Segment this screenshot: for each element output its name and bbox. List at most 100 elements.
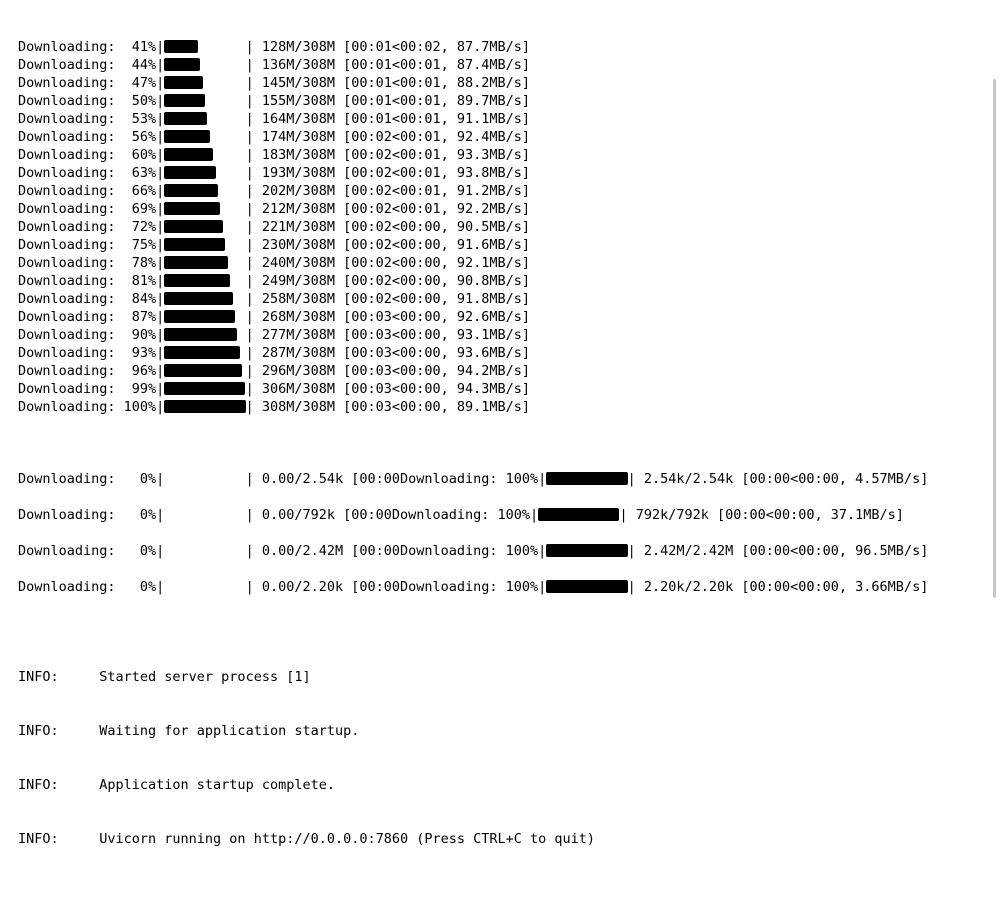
progress-row: Downloading: 75%| | 230M/308M [00:02<00:0… [18, 236, 1000, 254]
progress-bar-fill [546, 544, 628, 557]
progress-row: Downloading: 60%| | 183M/308M [00:02<00:0… [18, 146, 1000, 164]
progress-row: Downloading: 72%| | 221M/308M [00:02<00:0… [18, 218, 1000, 236]
progress-bar-fill [546, 472, 628, 485]
progress-bar-fill [164, 112, 208, 125]
progress-detail: | 277M/308M [00:03<00:00, 93.1MB/s] [245, 327, 531, 343]
progress-label: Downloading: 66%| [18, 183, 165, 199]
progress-label: Downloading: 50%| [18, 93, 165, 109]
progress-bar-fill [164, 364, 243, 377]
progress-label: Downloading: 69%| [18, 201, 165, 217]
progress-label: Downloading: 0%| [18, 579, 165, 595]
blank-line [18, 452, 1000, 470]
log-message: Application startup complete. [99, 777, 335, 793]
progress-label: Downloading: 100%| [400, 579, 547, 595]
progress-detail: | 212M/308M [00:02<00:01, 92.2MB/s] [245, 201, 531, 217]
progress-bar [164, 130, 245, 143]
progress-bar [164, 544, 245, 557]
progress-row: Downloading: 50%| | 155M/308M [00:01<00:0… [18, 92, 1000, 110]
progress-detail: | 136M/308M [00:01<00:01, 87.4MB/s] [245, 57, 531, 73]
progress-bar [164, 184, 245, 197]
progress-label: Downloading: 87%| [18, 309, 165, 325]
progress-row: Downloading: 66%| | 202M/308M [00:02<00:0… [18, 182, 1000, 200]
dual-progress-row: Downloading: 0%| | 0.00/792k [00:00Downlo… [18, 506, 1000, 524]
log-level: INFO: [18, 777, 59, 793]
scrollbar-thumb[interactable] [993, 79, 996, 598]
progress-bar [164, 112, 245, 125]
progress-row: Downloading: 99%| | 306M/308M [00:03<00:0… [18, 380, 1000, 398]
progress-label: Downloading: 72%| [18, 219, 165, 235]
progress-label: Downloading: 96%| [18, 363, 165, 379]
progress-row: Downloading: 69%| | 212M/308M [00:02<00:0… [18, 200, 1000, 218]
progress-label: Downloading: 100%| [400, 543, 547, 559]
progress-bar [546, 544, 628, 557]
progress-label: Downloading: 75%| [18, 237, 165, 253]
progress-label: Downloading: 81%| [18, 273, 165, 289]
progress-bar [164, 166, 245, 179]
progress-row: Downloading: 81%| | 249M/308M [00:02<00:0… [18, 272, 1000, 290]
progress-detail: | 240M/308M [00:02<00:00, 92.1MB/s] [245, 255, 531, 271]
progress-bar [164, 310, 245, 323]
progress-label: Downloading: 56%| [18, 129, 165, 145]
progress-bar-fill [164, 382, 245, 395]
progress-bar [164, 76, 245, 89]
progress-bar [164, 238, 245, 251]
progress-bar-fill [164, 76, 203, 89]
progress-detail: | 0.00/792k [00:00 [245, 507, 392, 523]
log-message: Waiting for application startup. [99, 723, 360, 739]
progress-detail: | 174M/308M [00:02<00:01, 92.4MB/s] [245, 129, 531, 145]
progress-bar-fill [164, 220, 223, 233]
progress-label: Downloading: 93%| [18, 345, 165, 361]
progress-label: Downloading: 41%| [18, 39, 165, 55]
progress-bar-fill [164, 238, 226, 251]
progress-bar [164, 400, 246, 413]
progress-label: Downloading: 90%| [18, 327, 165, 343]
progress-bar [164, 364, 245, 377]
progress-bar [164, 508, 245, 521]
progress-bar [164, 472, 245, 485]
progress-label: Downloading: 78%| [18, 255, 165, 271]
log-line: INFO: Uvicorn running on http://0.0.0.0:7… [18, 830, 1000, 848]
progress-row: Downloading: 90%| | 277M/308M [00:03<00:0… [18, 326, 1000, 344]
progress-bar-fill [164, 130, 210, 143]
progress-bar-fill [164, 202, 221, 215]
progress-label: Downloading: 47%| [18, 75, 165, 91]
log-line: INFO: Application startup complete. [18, 776, 1000, 794]
progress-row: Downloading: 93%| | 287M/308M [00:03<00:0… [18, 344, 1000, 362]
server-log-group: INFO: Started server process [1] INFO: Wai… [18, 632, 1000, 884]
progress-bar [538, 508, 620, 521]
progress-row: Downloading: 84%| | 258M/308M [00:02<00:0… [18, 290, 1000, 308]
progress-detail: | 0.00/2.54k [00:00 [245, 471, 401, 487]
progress-detail: | 287M/308M [00:03<00:00, 93.6MB/s] [245, 345, 531, 361]
dual-progress-row: Downloading: 0%| | 0.00/2.20k [00:00Downl… [18, 578, 1000, 596]
progress-detail: | 308M/308M [00:03<00:00, 89.1MB/s] [245, 399, 531, 415]
log-level: INFO: [18, 669, 59, 685]
log-message: Uvicorn running on http://0.0.0.0:7860 (… [99, 831, 596, 847]
progress-bar [164, 328, 245, 341]
progress-detail: | 296M/308M [00:03<00:00, 94.2MB/s] [245, 363, 531, 379]
progress-label: Downloading: 53%| [18, 111, 165, 127]
progress-bar [164, 256, 245, 269]
progress-row: Downloading: 78%| | 240M/308M [00:02<00:0… [18, 254, 1000, 272]
progress-row: Downloading: 53%| | 164M/308M [00:01<00:0… [18, 110, 1000, 128]
progress-label: Downloading: 84%| [18, 291, 165, 307]
log-level: INFO: [18, 723, 59, 739]
log-line: INFO: Waiting for application startup. [18, 722, 1000, 740]
progress-bar-fill [164, 148, 214, 161]
progress-label: Downloading: 0%| [18, 507, 165, 523]
progress-row: Downloading: 87%| | 268M/308M [00:03<00:0… [18, 308, 1000, 326]
progress-detail: | 0.00/2.42M [00:00 [245, 543, 401, 559]
progress-bar-fill [164, 346, 240, 359]
progress-label: Downloading: 0%| [18, 543, 165, 559]
progress-bar [164, 94, 245, 107]
progress-detail: | 230M/308M [00:02<00:00, 91.6MB/s] [245, 237, 531, 253]
progress-bar [164, 202, 245, 215]
progress-row: Downloading: 44%| | 136M/308M [00:01<00:0… [18, 56, 1000, 74]
progress-row: Downloading: 41%| | 128M/308M [00:01<00:0… [18, 38, 1000, 56]
progress-detail: | 164M/308M [00:01<00:01, 91.1MB/s] [245, 111, 531, 127]
progress-detail: | 202M/308M [00:02<00:01, 91.2MB/s] [245, 183, 531, 199]
progress-row: Downloading: 47%| | 145M/308M [00:01<00:0… [18, 74, 1000, 92]
progress-bar-fill [164, 58, 201, 71]
progress-bar [164, 292, 245, 305]
progress-bar-fill [164, 256, 228, 269]
progress-bar-fill [164, 40, 198, 53]
